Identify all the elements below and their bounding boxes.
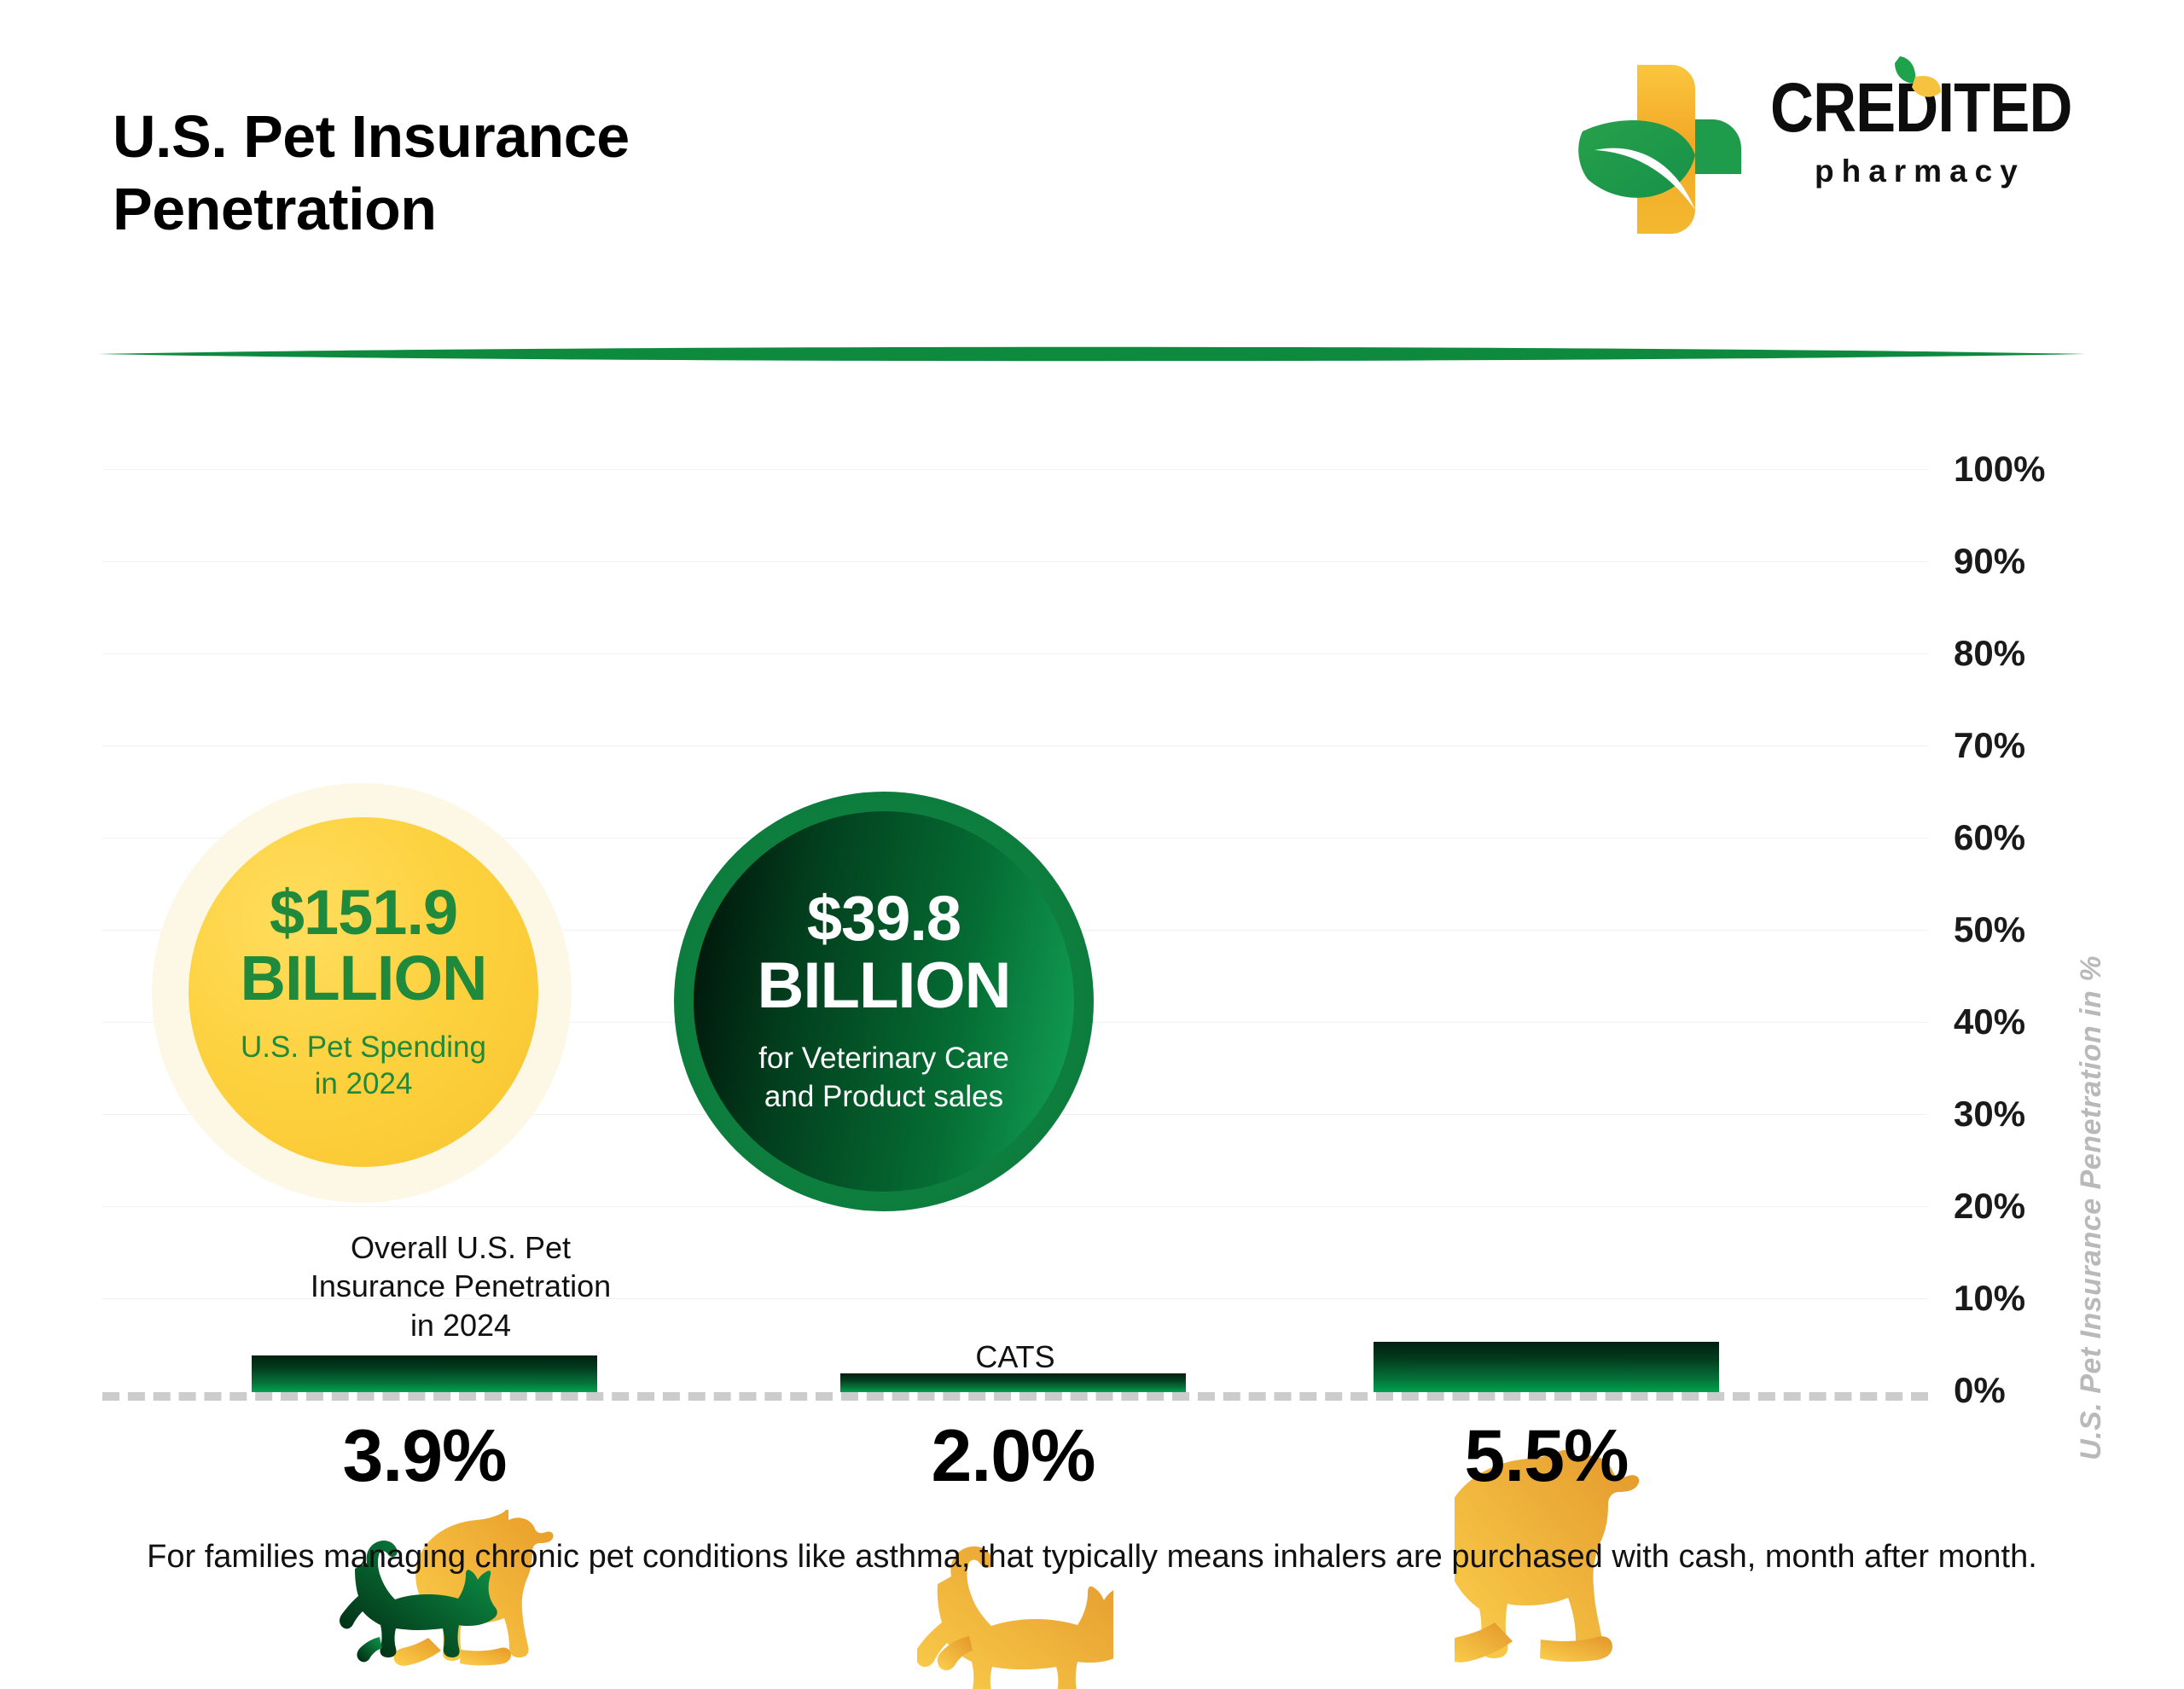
- zero-baseline: [102, 1392, 1928, 1401]
- axis-tick-10: 10%: [1954, 1278, 2026, 1318]
- axis-tick-50: 50%: [1954, 909, 2026, 949]
- axis-tick-90: 90%: [1954, 541, 2026, 581]
- header: U.S. Pet Insurance Penetration: [0, 0, 2184, 341]
- brand-logo[interactable]: CREDITED pharmacy: [1574, 51, 2103, 239]
- gridline-20: [102, 1206, 1928, 1207]
- bar-group-overall-label: Overall U.S. Pet Insurance Penetration i…: [247, 1228, 674, 1344]
- yellow-bubble-caption-line2: in 2024: [314, 1067, 413, 1101]
- axis-tick-40: 40%: [1954, 1001, 2026, 1042]
- axis-tick-30: 30%: [1954, 1094, 2026, 1134]
- bar-value-cats: 2.0%: [931, 1415, 1095, 1497]
- gridline-80: [102, 653, 1928, 654]
- section-divider: [98, 345, 2086, 363]
- bar-group-overall[interactable]: Overall U.S. Pet Insurance Penetration i…: [247, 1015, 674, 1666]
- green-bubble-amount: $39.8: [806, 883, 961, 955]
- yellow-bubble-caption: U.S. Pet Spending in 2024: [241, 1029, 486, 1103]
- bar-overall[interactable]: [252, 1355, 597, 1392]
- logo-sub-name: pharmacy: [1815, 153, 2025, 189]
- bar-value-overall: 3.9%: [342, 1415, 507, 1497]
- y-axis-title: U.S. Pet Insurance Penetration in %: [2075, 955, 2107, 1460]
- yellow-bubble-unit: BILLION: [240, 943, 488, 1014]
- chart-area: 100% 90% 80% 70% 60% 50% 40% 30% 20% 10%…: [0, 367, 2184, 1689]
- bar-cats[interactable]: [840, 1373, 1186, 1392]
- axis-tick-70: 70%: [1954, 725, 2026, 765]
- green-bubble-caption: for Veterinary Care and Product sales: [758, 1040, 1009, 1115]
- green-stat-bubble[interactable]: $39.8 BILLION for Veterinary Care and Pr…: [674, 792, 1094, 1211]
- yellow-stat-bubble[interactable]: $151.9 BILLION U.S. Pet Spending in 2024: [189, 817, 538, 1167]
- axis-tick-80: 80%: [1954, 633, 2026, 673]
- bar-group-overall-label-line1: Overall U.S. Pet: [350, 1230, 572, 1265]
- green-bubble-unit: BILLION: [757, 949, 1012, 1023]
- bar-value-dog: 5.5%: [1464, 1415, 1629, 1497]
- gridline-10: [102, 1298, 1928, 1299]
- footer-note: For families managing chronic pet condit…: [147, 1539, 2037, 1575]
- axis-tick-20: 20%: [1954, 1186, 2026, 1226]
- bar-group-overall-label-line2: Insurance Penetration: [310, 1268, 612, 1304]
- pharmacy-cross-leaf-icon: [1574, 60, 1749, 235]
- gridline-90: [102, 561, 1928, 562]
- green-bubble-inner: $39.8 BILLION for Veterinary Care and Pr…: [694, 811, 1074, 1192]
- gridline-100: [102, 469, 1928, 470]
- page-title: U.S. Pet Insurance Penetration: [113, 103, 630, 243]
- green-bubble-caption-line1: for Veterinary Care: [758, 1042, 1009, 1076]
- leaf-accent-icon: [1874, 53, 1943, 109]
- axis-tick-100: 100%: [1954, 449, 2046, 489]
- bar-group-cats-label: CATS: [832, 1338, 1199, 1376]
- yellow-bubble-amount: $151.9: [269, 877, 458, 949]
- axis-tick-60: 60%: [1954, 817, 2026, 857]
- bar-group-overall-label-line3: in 2024: [410, 1307, 512, 1343]
- axis-tick-0: 0%: [1954, 1370, 2006, 1410]
- bar-dog[interactable]: [1374, 1342, 1719, 1392]
- bar-group-cats-label-line1: CATS: [975, 1339, 1055, 1374]
- green-bubble-caption-line2: and Product sales: [764, 1079, 1004, 1113]
- yellow-bubble-caption-line1: U.S. Pet Spending: [241, 1030, 486, 1065]
